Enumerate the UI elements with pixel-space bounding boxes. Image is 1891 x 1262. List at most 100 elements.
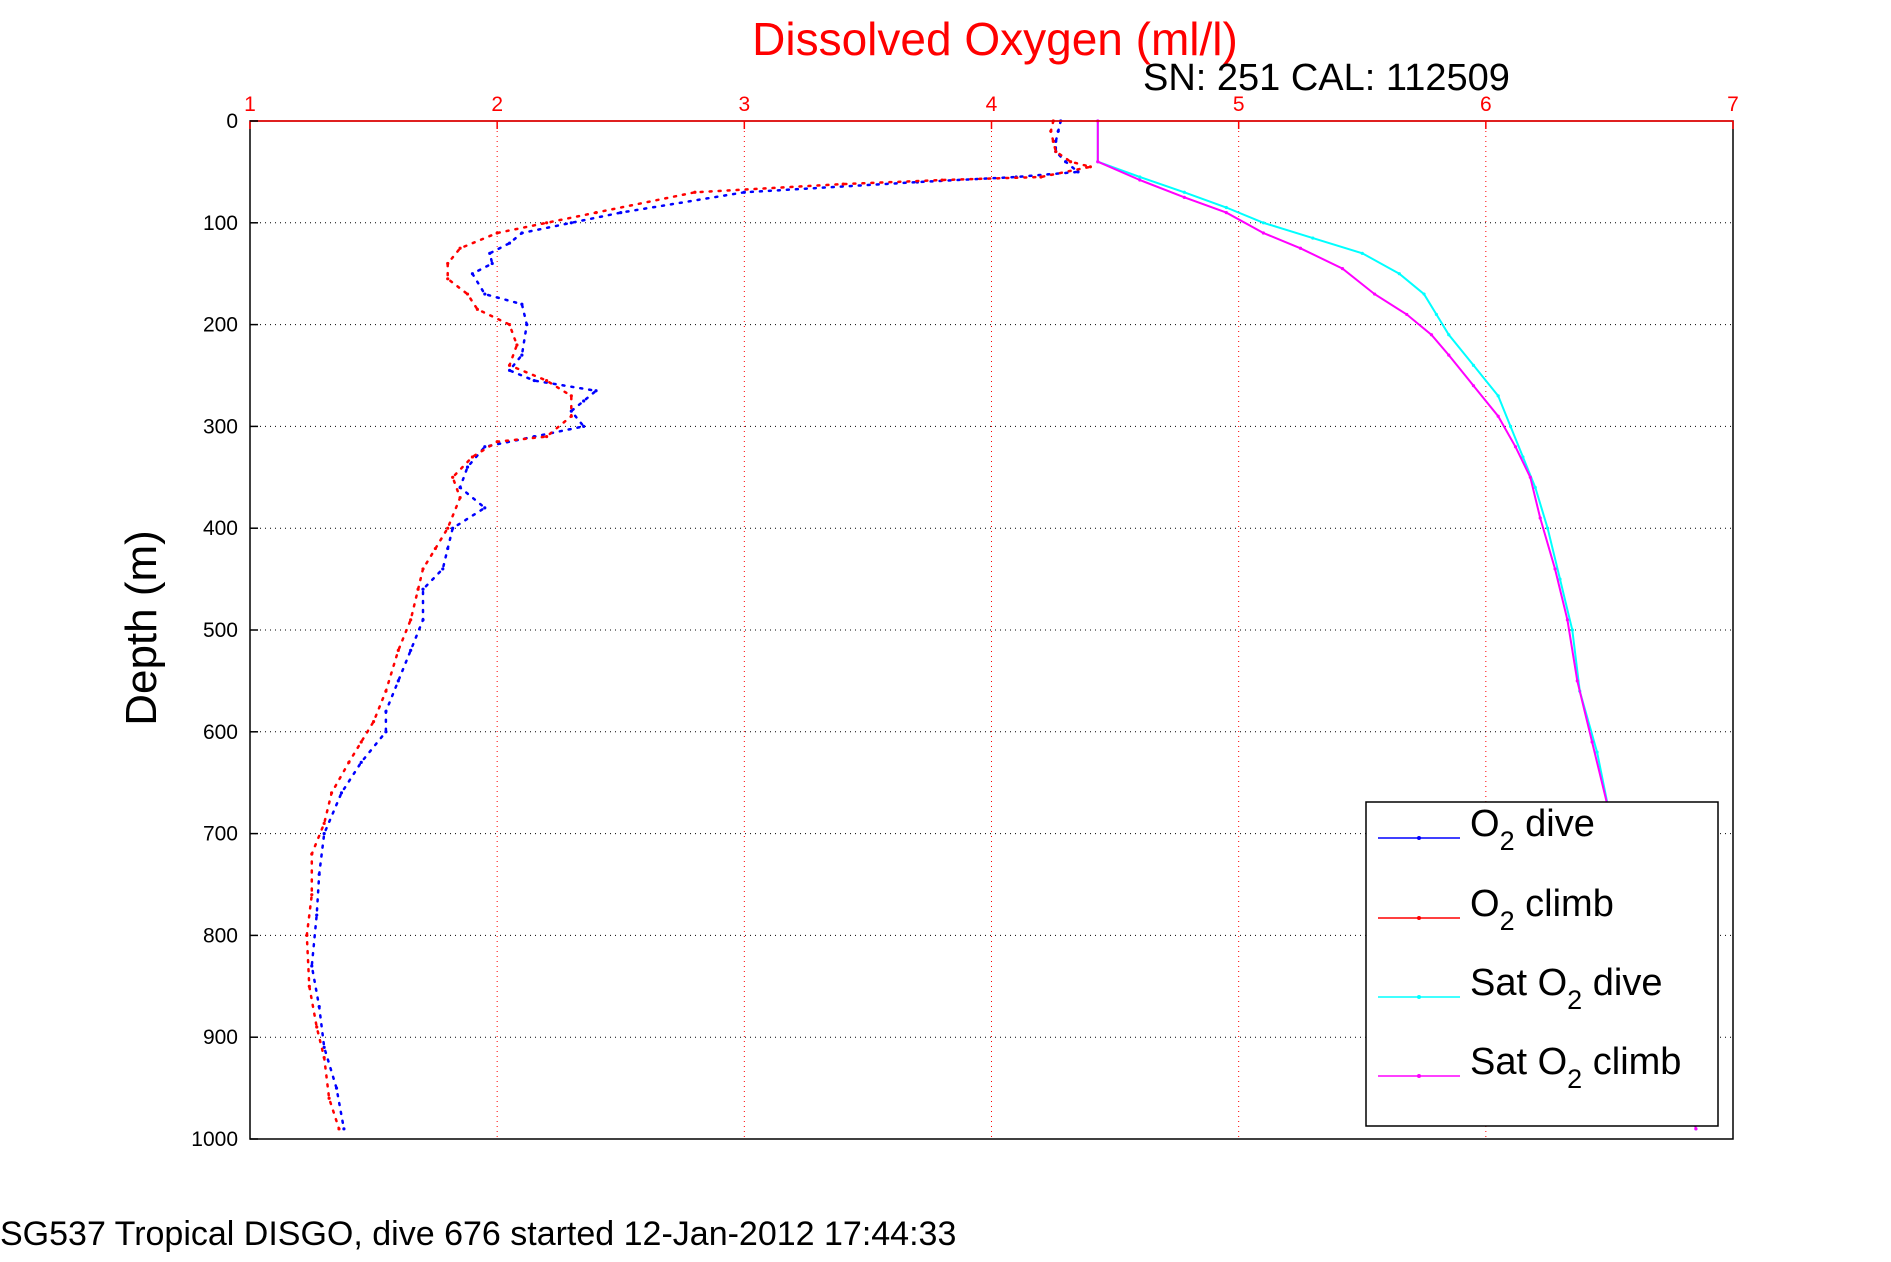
- legend-marker-o2_dive: [1417, 836, 1421, 840]
- x-tick-label: 7: [1727, 93, 1739, 116]
- data-point-o2_dive: [384, 730, 388, 734]
- legend-label-subscript: 2: [1567, 985, 1582, 1015]
- data-point-o2_dive: [1076, 170, 1080, 174]
- series-o2_dive: [310, 119, 1082, 1131]
- data-point-o2_climb: [451, 475, 455, 479]
- y-tick-label: 0: [226, 110, 238, 133]
- x-tick-label: 6: [1480, 93, 1492, 116]
- data-point-o2_dive: [1056, 129, 1060, 133]
- legend-label-sat_o2_climb: Sat O2 climb: [1470, 1041, 1681, 1094]
- legend-marker-sat_o2_dive: [1417, 995, 1421, 999]
- data-point-o2_dive: [525, 323, 529, 327]
- data-point-o2_dive: [1054, 139, 1058, 143]
- data-point-sat_o2_climb: [1224, 211, 1228, 215]
- y-tick-label: 600: [203, 721, 238, 744]
- data-point-sat_o2_climb: [1565, 618, 1569, 622]
- data-point-o2_climb: [329, 791, 334, 795]
- data-point-o2_dive: [569, 221, 573, 225]
- y-tick-label: 400: [203, 517, 238, 540]
- dive-footer: SG537 Tropical DISGO, dive 676 started 1…: [0, 1215, 956, 1253]
- data-point-sat_o2_dive: [1422, 292, 1426, 296]
- data-point-sat_o2_dive: [1447, 333, 1451, 337]
- data-point-o2_climb: [507, 323, 512, 327]
- legend-label-o2_climb: O2 climb: [1470, 883, 1614, 936]
- data-point-o2_climb: [841, 182, 845, 186]
- chart-title: Dissolved Oxygen (ml/l): [752, 13, 1238, 65]
- y-axis-label: Depth (m): [117, 530, 166, 726]
- data-point-o2_climb: [495, 440, 499, 444]
- data-point-o2_climb: [693, 190, 697, 194]
- data-point-o2_climb: [421, 567, 425, 571]
- data-point-o2_climb: [1088, 165, 1092, 169]
- data-point-sat_o2_climb: [1138, 178, 1142, 182]
- data-point-sat_o2_climb: [1575, 679, 1579, 683]
- y-tick-label: 1000: [191, 1128, 238, 1151]
- data-point-o2_climb: [409, 618, 413, 622]
- data-point-sat_o2_dive: [1261, 221, 1265, 225]
- legend-label-sat_o2_dive: Sat O2 dive: [1470, 962, 1662, 1015]
- data-point-sat_o2_dive: [1434, 312, 1438, 317]
- data-point-o2_climb: [1051, 139, 1055, 143]
- data-point-sat_o2_climb: [1553, 567, 1557, 571]
- y-tick-label: 500: [203, 619, 238, 642]
- data-point-sat_o2_dive: [1397, 272, 1401, 276]
- data-point-o2_dive: [384, 709, 388, 714]
- data-point-o2_dive: [322, 832, 326, 836]
- data-point-o2_climb: [594, 211, 598, 215]
- legend-label-main: Sat O: [1470, 962, 1567, 1004]
- data-point-sat_o2_climb: [1694, 1127, 1698, 1131]
- y-tick-label: 900: [203, 1026, 238, 1049]
- data-point-o2_dive: [520, 353, 524, 357]
- data-point-o2_climb: [396, 648, 400, 652]
- data-point-o2_climb: [1054, 149, 1058, 154]
- data-point-o2_climb: [458, 246, 462, 250]
- data-point-o2_climb: [416, 587, 420, 591]
- data-point-o2_dive: [334, 1086, 339, 1090]
- data-point-o2_climb: [545, 434, 549, 439]
- data-point-sat_o2_dive: [1508, 424, 1513, 428]
- data-point-o2_climb: [495, 231, 499, 235]
- data-point-o2_climb: [1049, 129, 1053, 133]
- data-point-o2_climb: [1039, 175, 1043, 179]
- x-tick-label: 4: [986, 93, 998, 116]
- data-point-o2_climb: [475, 307, 479, 311]
- data-point-sat_o2_climb: [1261, 231, 1265, 235]
- data-point-o2_dive: [421, 618, 425, 622]
- data-point-o2_climb: [337, 1127, 341, 1131]
- legend-label-main: Sat O: [1470, 1041, 1567, 1083]
- data-point-sat_o2_dive: [1546, 526, 1550, 530]
- data-point-sat_o2_dive: [1471, 363, 1476, 367]
- data-point-o2_dive: [315, 913, 319, 917]
- data-point-sat_o2_climb: [1182, 195, 1186, 199]
- data-point-o2_dive: [339, 791, 344, 795]
- data-point-o2_dive: [317, 1005, 321, 1009]
- data-point-o2_climb: [569, 414, 573, 418]
- data-point-o2_climb: [310, 852, 314, 856]
- data-point-o2_dive: [458, 485, 462, 490]
- data-point-o2_dive: [488, 251, 492, 255]
- data-point-o2_dive: [409, 648, 413, 652]
- data-point-sat_o2_climb: [1471, 384, 1476, 388]
- legend-label-rest: dive: [1582, 962, 1662, 1004]
- data-point-sat_o2_dive: [1521, 455, 1525, 459]
- data-point-sat_o2_dive: [1224, 205, 1228, 210]
- legend-label-rest: dive: [1515, 803, 1595, 845]
- data-point-sat_o2_climb: [1429, 333, 1434, 337]
- data-point-o2_climb: [458, 496, 462, 500]
- data-point-o2_climb: [940, 178, 944, 182]
- data-point-o2_dive: [421, 587, 425, 591]
- data-point-o2_dive: [451, 526, 455, 530]
- y-tick-label: 100: [203, 212, 238, 235]
- data-point-o2_climb: [1068, 160, 1073, 164]
- data-point-o2_climb: [371, 720, 376, 724]
- data-point-o2_climb: [446, 277, 450, 281]
- legend-marker-o2_climb: [1417, 916, 1421, 920]
- y-axis-ticks: 0 100 200 300 400 500 600 700 800 900 1000: [191, 110, 258, 1151]
- data-point-o2_climb: [384, 689, 388, 693]
- x-tick-label: 5: [1233, 93, 1245, 116]
- data-point-o2_climb: [465, 292, 470, 296]
- data-point-sat_o2_dive: [1533, 485, 1537, 490]
- data-point-o2_dive: [441, 567, 445, 571]
- data-point-o2_climb: [433, 546, 437, 551]
